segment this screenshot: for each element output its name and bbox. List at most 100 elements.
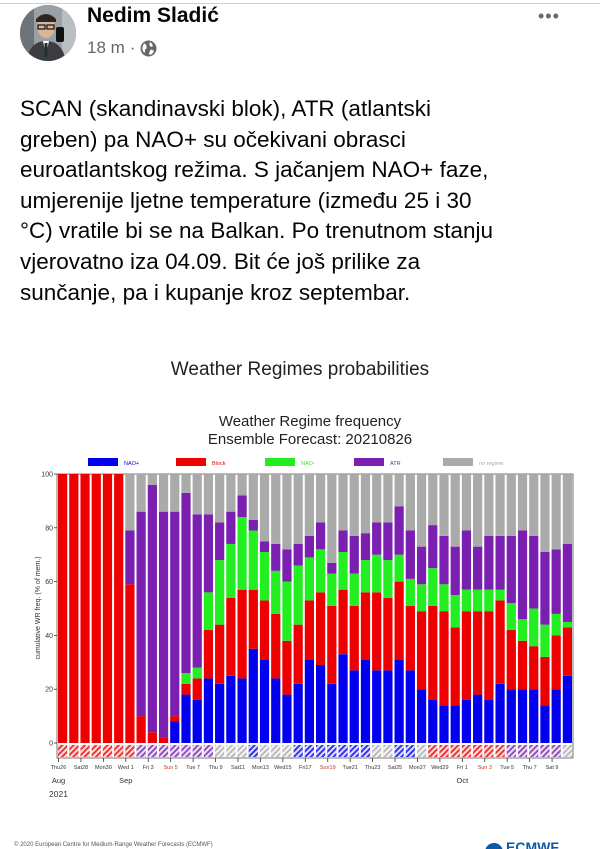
bar-segment-block <box>405 605 415 671</box>
bar-segment-nao- <box>293 565 303 625</box>
x-tick-label: Sat11 <box>231 765 245 771</box>
bar-segment-block <box>80 474 90 743</box>
dominant-regime-hatch <box>248 745 258 757</box>
dominant-regime-hatch <box>237 745 247 757</box>
bar-segment-nao- <box>237 678 247 743</box>
bar-segment-block <box>181 683 191 695</box>
meta-separator: · <box>129 38 136 57</box>
bar-segment-atr <box>271 543 281 571</box>
bar-segment-nao- <box>327 683 337 743</box>
bar-segment-block <box>484 611 494 700</box>
legend-label: Block <box>212 461 226 467</box>
bar-segment-nao- <box>226 543 236 598</box>
bar-segment-nao- <box>461 589 472 612</box>
bar-segment-nao- <box>450 595 460 628</box>
bar-segment-nao- <box>506 689 516 743</box>
dominant-regime-hatch <box>293 745 303 757</box>
plot-frame <box>56 473 574 759</box>
bar-segment-nao- <box>271 678 281 743</box>
bar-segment-block <box>125 584 135 743</box>
post-time[interactable]: 18 m <box>87 38 125 57</box>
bar-segment-block <box>58 474 68 743</box>
chart-subtitle: Ensemble Forecast: 20210826 <box>208 431 412 448</box>
bar-segment-no-regime <box>383 474 393 523</box>
bar-segment-nao- <box>428 699 438 743</box>
y-tick-label: 0 <box>49 741 53 748</box>
bar-segment-atr <box>136 511 146 717</box>
dominant-regime-hatch <box>551 745 561 757</box>
bar-segment-block <box>147 732 157 743</box>
year-label: 2021 <box>49 789 68 799</box>
globe-icon <box>141 40 157 56</box>
bar-segment-nao- <box>473 589 483 612</box>
bar-segment-no-regime <box>293 474 303 544</box>
x-tick-label: Sun 3 <box>478 765 492 771</box>
dominant-regime-hatch <box>338 745 348 757</box>
x-tick-label: Thu26 <box>51 765 67 771</box>
bar-segment-no-regime <box>394 474 404 507</box>
bar-segment-nao- <box>215 560 225 625</box>
legend-swatch-nao- <box>88 458 118 466</box>
dominant-regime-hatch <box>416 745 427 757</box>
bar-segment-no-regime <box>181 474 191 493</box>
bar-segment-no-regime <box>562 474 572 544</box>
bar-segment-nao- <box>259 552 270 601</box>
post-text-line: °C) vratile bi se na Balkan. Po trenutno… <box>20 218 493 244</box>
x-tick-label: Mon13 <box>252 765 269 771</box>
bar-segment-block <box>170 716 180 722</box>
bar-segment-atr <box>338 530 348 553</box>
bar-segment-no-regime <box>428 474 438 526</box>
bar-segment-block <box>91 474 101 743</box>
bar-segment-atr <box>293 543 303 566</box>
post-author[interactable]: Nedim Sladić <box>87 4 219 27</box>
post-text-line: umjerenije ljetne temperature (između 25… <box>20 187 472 213</box>
dominant-regime-hatch <box>158 745 169 757</box>
bar-segment-nao- <box>316 664 326 743</box>
bar-segment-nao- <box>248 648 258 743</box>
bar-segment-atr <box>540 552 550 625</box>
bar-segment-nao- <box>360 659 371 743</box>
month-label: Oct <box>456 776 469 785</box>
bar-segment-atr <box>473 546 483 590</box>
bar-segment-nao- <box>517 619 528 641</box>
bar-segment-nao- <box>394 659 404 743</box>
x-tick-label: Mon27 <box>409 765 426 771</box>
dominant-regime-hatch <box>450 745 460 757</box>
bar-segment-nao- <box>495 589 505 601</box>
bar-segment-nao- <box>237 517 247 590</box>
bar-segment-block <box>551 635 561 690</box>
bar-segment-block <box>69 474 79 743</box>
dominant-regime-hatch <box>495 745 505 757</box>
bar-segment-nao- <box>450 705 460 743</box>
bar-segment-block <box>428 605 438 700</box>
dominant-regime-hatch <box>181 745 191 757</box>
bar-segment-atr <box>316 522 326 550</box>
more-options-button[interactable]: ••• <box>538 6 560 26</box>
bar-segment-no-regime <box>416 474 427 547</box>
dominant-regime-hatch <box>69 745 79 757</box>
dominant-regime-hatch <box>372 745 382 757</box>
bar-segment-atr <box>327 562 337 574</box>
bar-segment-nao- <box>293 683 303 743</box>
x-tick-label: Wed29 <box>431 765 448 771</box>
bar-segment-no-regime <box>338 474 348 531</box>
dominant-regime-hatch <box>259 745 270 757</box>
bar-segment-nao- <box>405 578 415 606</box>
bar-segment-block <box>237 589 247 679</box>
bar-segment-block <box>282 640 292 695</box>
bar-segment-block <box>450 627 460 706</box>
x-tick-label: Sun19 <box>320 765 336 771</box>
dominant-regime-hatch <box>405 745 415 757</box>
bar-segment-atr <box>551 549 561 614</box>
bar-segment-no-regime <box>540 474 550 553</box>
y-tick-label: 40 <box>45 633 53 640</box>
plot-area: 0 20 40 60 80 100 Thu26 Sat28 Mon30 Wed 1 Fri 3 Sun… <box>41 472 574 799</box>
dominant-regime-hatch <box>473 745 483 757</box>
avatar[interactable] <box>20 5 76 61</box>
y-tick-label: 60 <box>45 579 53 586</box>
x-tick-label: Tue 7 <box>186 765 200 771</box>
bar-segment-block <box>506 630 516 690</box>
month-label: Sep <box>119 776 132 785</box>
bar-segment-nao- <box>439 705 449 743</box>
